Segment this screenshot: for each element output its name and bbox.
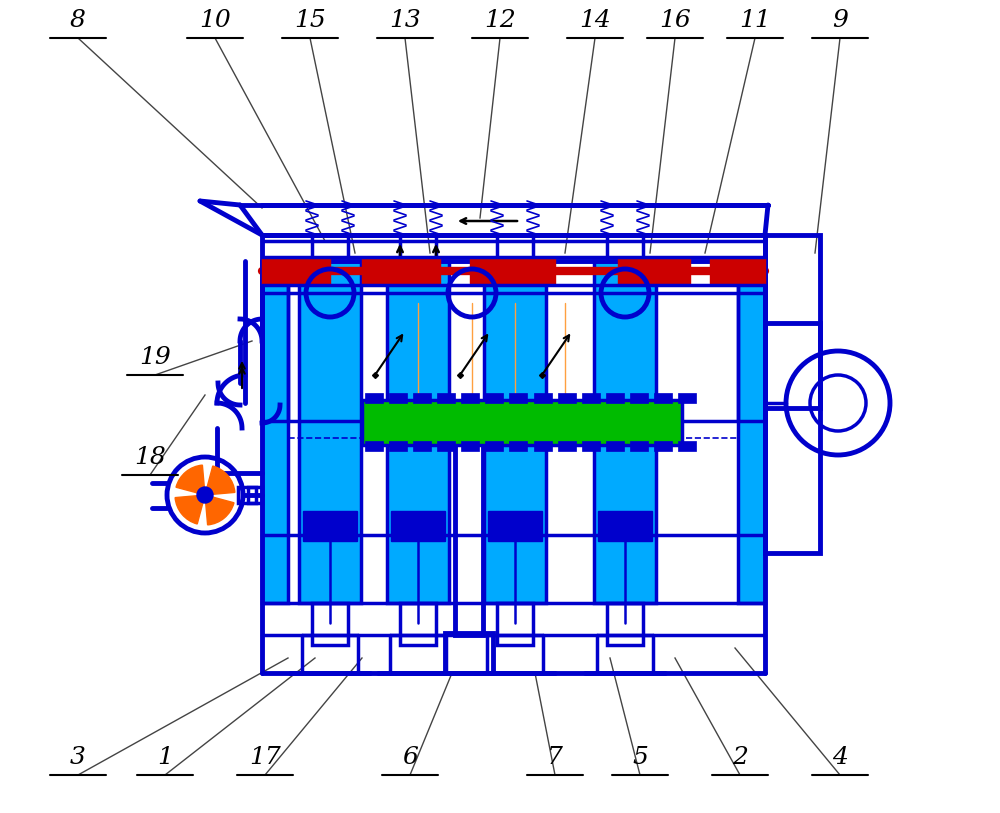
Bar bbox=[312, 603, 348, 645]
Bar bbox=[654, 393, 672, 403]
Text: 15: 15 bbox=[294, 9, 326, 32]
Text: 3: 3 bbox=[70, 746, 86, 769]
Bar bbox=[248, 487, 262, 503]
Bar bbox=[534, 441, 552, 451]
Text: 19: 19 bbox=[139, 346, 171, 369]
Bar bbox=[710, 257, 765, 285]
Bar bbox=[558, 441, 576, 451]
Bar bbox=[485, 393, 503, 403]
Bar bbox=[497, 603, 533, 645]
Wedge shape bbox=[205, 466, 235, 495]
Bar bbox=[262, 257, 330, 285]
Bar bbox=[387, 261, 449, 603]
Bar bbox=[594, 261, 656, 603]
Bar bbox=[389, 393, 407, 403]
Bar bbox=[455, 421, 483, 635]
Wedge shape bbox=[175, 495, 205, 524]
Text: 9: 9 bbox=[832, 9, 848, 32]
Bar bbox=[534, 393, 552, 403]
Bar bbox=[362, 257, 440, 285]
Bar bbox=[606, 441, 624, 451]
Bar bbox=[470, 257, 555, 285]
Bar bbox=[509, 393, 527, 403]
Bar bbox=[558, 393, 576, 403]
Circle shape bbox=[197, 487, 213, 503]
Bar bbox=[461, 441, 479, 451]
Text: 5: 5 bbox=[632, 746, 648, 769]
Bar bbox=[738, 261, 765, 603]
Bar bbox=[389, 441, 407, 451]
Bar bbox=[582, 441, 600, 451]
Bar bbox=[362, 400, 682, 445]
Text: 1: 1 bbox=[157, 746, 173, 769]
Bar bbox=[262, 261, 288, 603]
Text: 12: 12 bbox=[484, 9, 516, 32]
Bar bbox=[299, 261, 361, 603]
Bar bbox=[765, 323, 820, 408]
Bar bbox=[445, 633, 493, 673]
Bar bbox=[484, 261, 546, 603]
Bar bbox=[437, 441, 455, 451]
Text: 17: 17 bbox=[249, 746, 281, 769]
Bar bbox=[365, 393, 383, 403]
Wedge shape bbox=[205, 495, 234, 525]
Bar bbox=[582, 393, 600, 403]
Bar bbox=[437, 393, 455, 403]
Bar bbox=[678, 441, 696, 451]
Text: 16: 16 bbox=[659, 9, 691, 32]
Bar bbox=[654, 441, 672, 451]
Text: 13: 13 bbox=[389, 9, 421, 32]
Text: 10: 10 bbox=[199, 9, 231, 32]
Bar bbox=[413, 393, 431, 403]
Bar bbox=[678, 393, 696, 403]
Text: 7: 7 bbox=[547, 746, 563, 769]
Text: 4: 4 bbox=[832, 746, 848, 769]
Bar bbox=[400, 603, 436, 645]
Wedge shape bbox=[176, 465, 205, 495]
Text: 18: 18 bbox=[134, 446, 166, 469]
Bar bbox=[607, 603, 643, 645]
Bar bbox=[485, 441, 503, 451]
Bar bbox=[606, 393, 624, 403]
Bar bbox=[598, 511, 652, 541]
Bar bbox=[630, 393, 648, 403]
Bar bbox=[391, 511, 445, 541]
Bar bbox=[238, 487, 256, 503]
Text: 8: 8 bbox=[70, 9, 86, 32]
Bar bbox=[365, 441, 383, 451]
Bar bbox=[303, 511, 357, 541]
Text: 2: 2 bbox=[732, 746, 748, 769]
Bar bbox=[618, 257, 690, 285]
Text: 14: 14 bbox=[579, 9, 611, 32]
Text: 6: 6 bbox=[402, 746, 418, 769]
Bar bbox=[765, 235, 820, 553]
Text: 11: 11 bbox=[739, 9, 771, 32]
Bar bbox=[630, 441, 648, 451]
Bar bbox=[488, 511, 542, 541]
Bar bbox=[509, 441, 527, 451]
Bar bbox=[461, 393, 479, 403]
Bar bbox=[413, 441, 431, 451]
